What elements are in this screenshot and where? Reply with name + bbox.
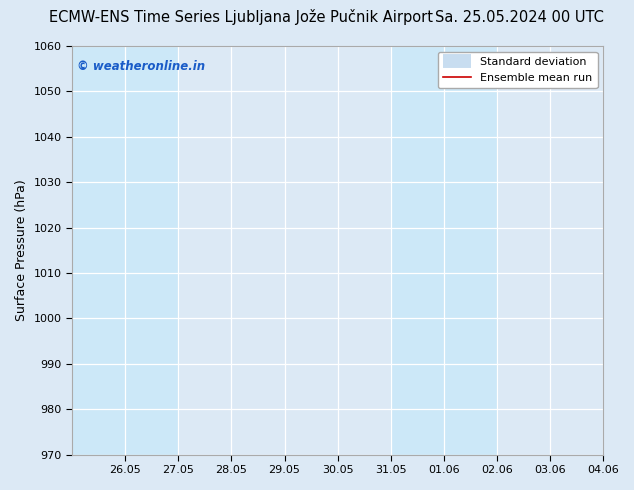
- Legend: Standard deviation, Ensemble mean run: Standard deviation, Ensemble mean run: [437, 51, 598, 88]
- Text: ECMW-ENS Time Series Ljubljana Jože Pučnik Airport: ECMW-ENS Time Series Ljubljana Jože Pučn…: [49, 9, 433, 25]
- Y-axis label: Surface Pressure (hPa): Surface Pressure (hPa): [15, 179, 28, 321]
- Text: Sa. 25.05.2024 00 UTC: Sa. 25.05.2024 00 UTC: [436, 10, 604, 24]
- Bar: [391, 46, 497, 455]
- Text: © weatheronline.in: © weatheronline.in: [77, 60, 205, 73]
- Bar: [72, 46, 178, 455]
